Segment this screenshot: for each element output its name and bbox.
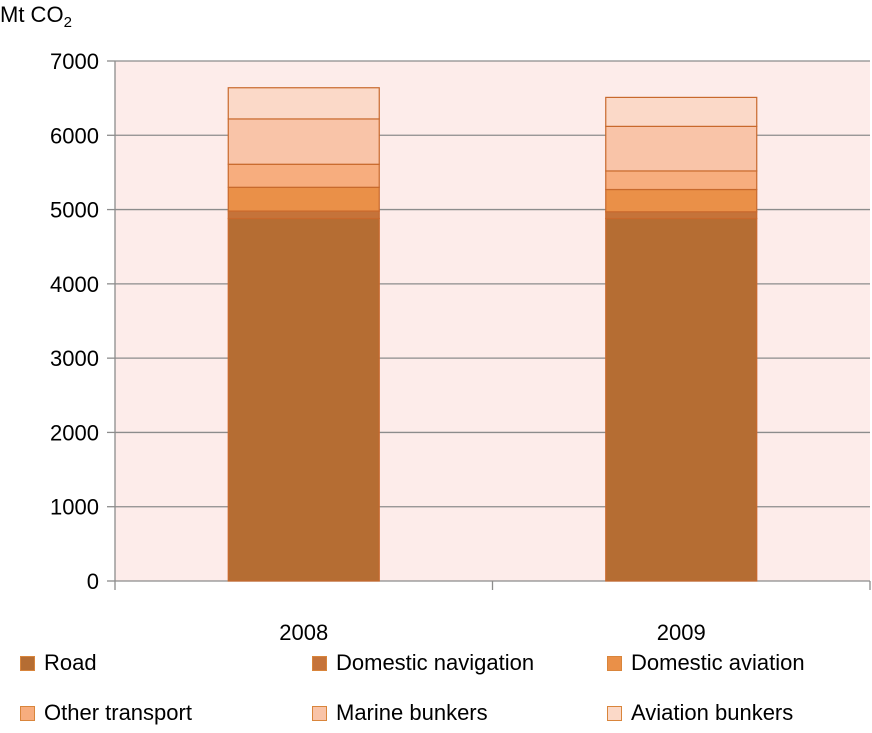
legend-swatch — [312, 655, 327, 671]
y-tick-label: 5000 — [50, 198, 99, 223]
legend-label: Aviation bunkers — [631, 700, 794, 725]
bar-segment-aviation-bunkers-2008 — [227, 87, 380, 120]
legend-swatch — [312, 705, 327, 721]
y-tick-label: 7000 — [50, 49, 99, 74]
bar-segment-road-2009 — [605, 217, 758, 582]
legend-swatch — [20, 705, 35, 721]
legend-swatch — [20, 655, 35, 671]
legend-swatch — [607, 705, 622, 721]
legend-item-domestic-aviation: Domestic aviation — [607, 650, 805, 676]
legend-label: Marine bunkers — [336, 700, 488, 725]
bar-segment-road-2008 — [227, 217, 380, 582]
bar-segment-marine-bunkers-2008 — [227, 118, 380, 165]
y-tick-label: 2000 — [50, 420, 99, 445]
x-tick-label: 2009 — [657, 620, 706, 645]
y-tick-label: 0 — [87, 569, 99, 594]
x-tick-label: 2008 — [279, 620, 328, 645]
legend-item-domestic-navigation: Domestic navigation — [312, 650, 534, 676]
bar-segment-domestic-navigation-2008 — [227, 210, 380, 220]
y-tick-label: 1000 — [50, 495, 99, 520]
legend-label: Other transport — [44, 700, 192, 725]
legend-label: Road — [44, 650, 97, 675]
bar-segment-aviation-bunkers-2009 — [605, 96, 758, 127]
bar-segment-other-transport-2008 — [227, 163, 380, 188]
plot-svg: 0 1000 2000 3000 4000 5000 6000 7000 2008 2009 — [50, 49, 871, 645]
bar-segment-marine-bunkers-2009 — [605, 125, 758, 172]
bar-segment-other-transport-2009 — [605, 170, 758, 191]
y-tick-label: 3000 — [50, 346, 99, 371]
y-tick-label: 4000 — [50, 272, 99, 297]
legend-label: Domestic aviation — [631, 650, 805, 675]
y-axis-title: Mt CO2 — [0, 2, 72, 31]
legend-item-aviation-bunkers: Aviation bunkers — [607, 700, 793, 726]
legend-item-marine-bunkers: Marine bunkers — [312, 700, 488, 726]
legend-item-road: Road — [20, 650, 97, 676]
legend: Road Domestic navigation Domestic aviation… — [20, 650, 872, 733]
legend-label: Domestic navigation — [336, 650, 535, 675]
bar-segment-domestic-navigation-2009 — [605, 211, 758, 220]
legend-item-other-transport: Other transport — [20, 700, 192, 726]
bar-segment-domestic-aviation-2009 — [605, 188, 758, 213]
legend-swatch — [607, 655, 622, 671]
bar-segment-domestic-aviation-2008 — [227, 186, 380, 212]
y-tick-label: 6000 — [50, 123, 99, 148]
